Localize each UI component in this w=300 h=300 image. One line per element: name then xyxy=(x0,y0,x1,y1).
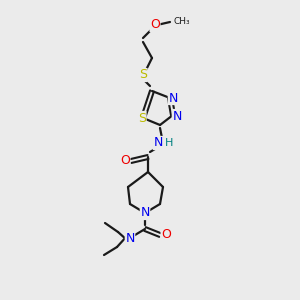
Text: O: O xyxy=(120,154,130,167)
Text: N: N xyxy=(125,232,135,244)
Text: N: N xyxy=(153,136,163,149)
Text: O: O xyxy=(150,19,160,32)
Text: N: N xyxy=(172,110,182,122)
Text: N: N xyxy=(168,92,178,104)
Text: H: H xyxy=(165,138,173,148)
Text: CH₃: CH₃ xyxy=(174,17,190,26)
Text: N: N xyxy=(140,206,150,220)
Text: O: O xyxy=(161,229,171,242)
Text: S: S xyxy=(138,112,146,124)
Text: S: S xyxy=(139,68,147,82)
